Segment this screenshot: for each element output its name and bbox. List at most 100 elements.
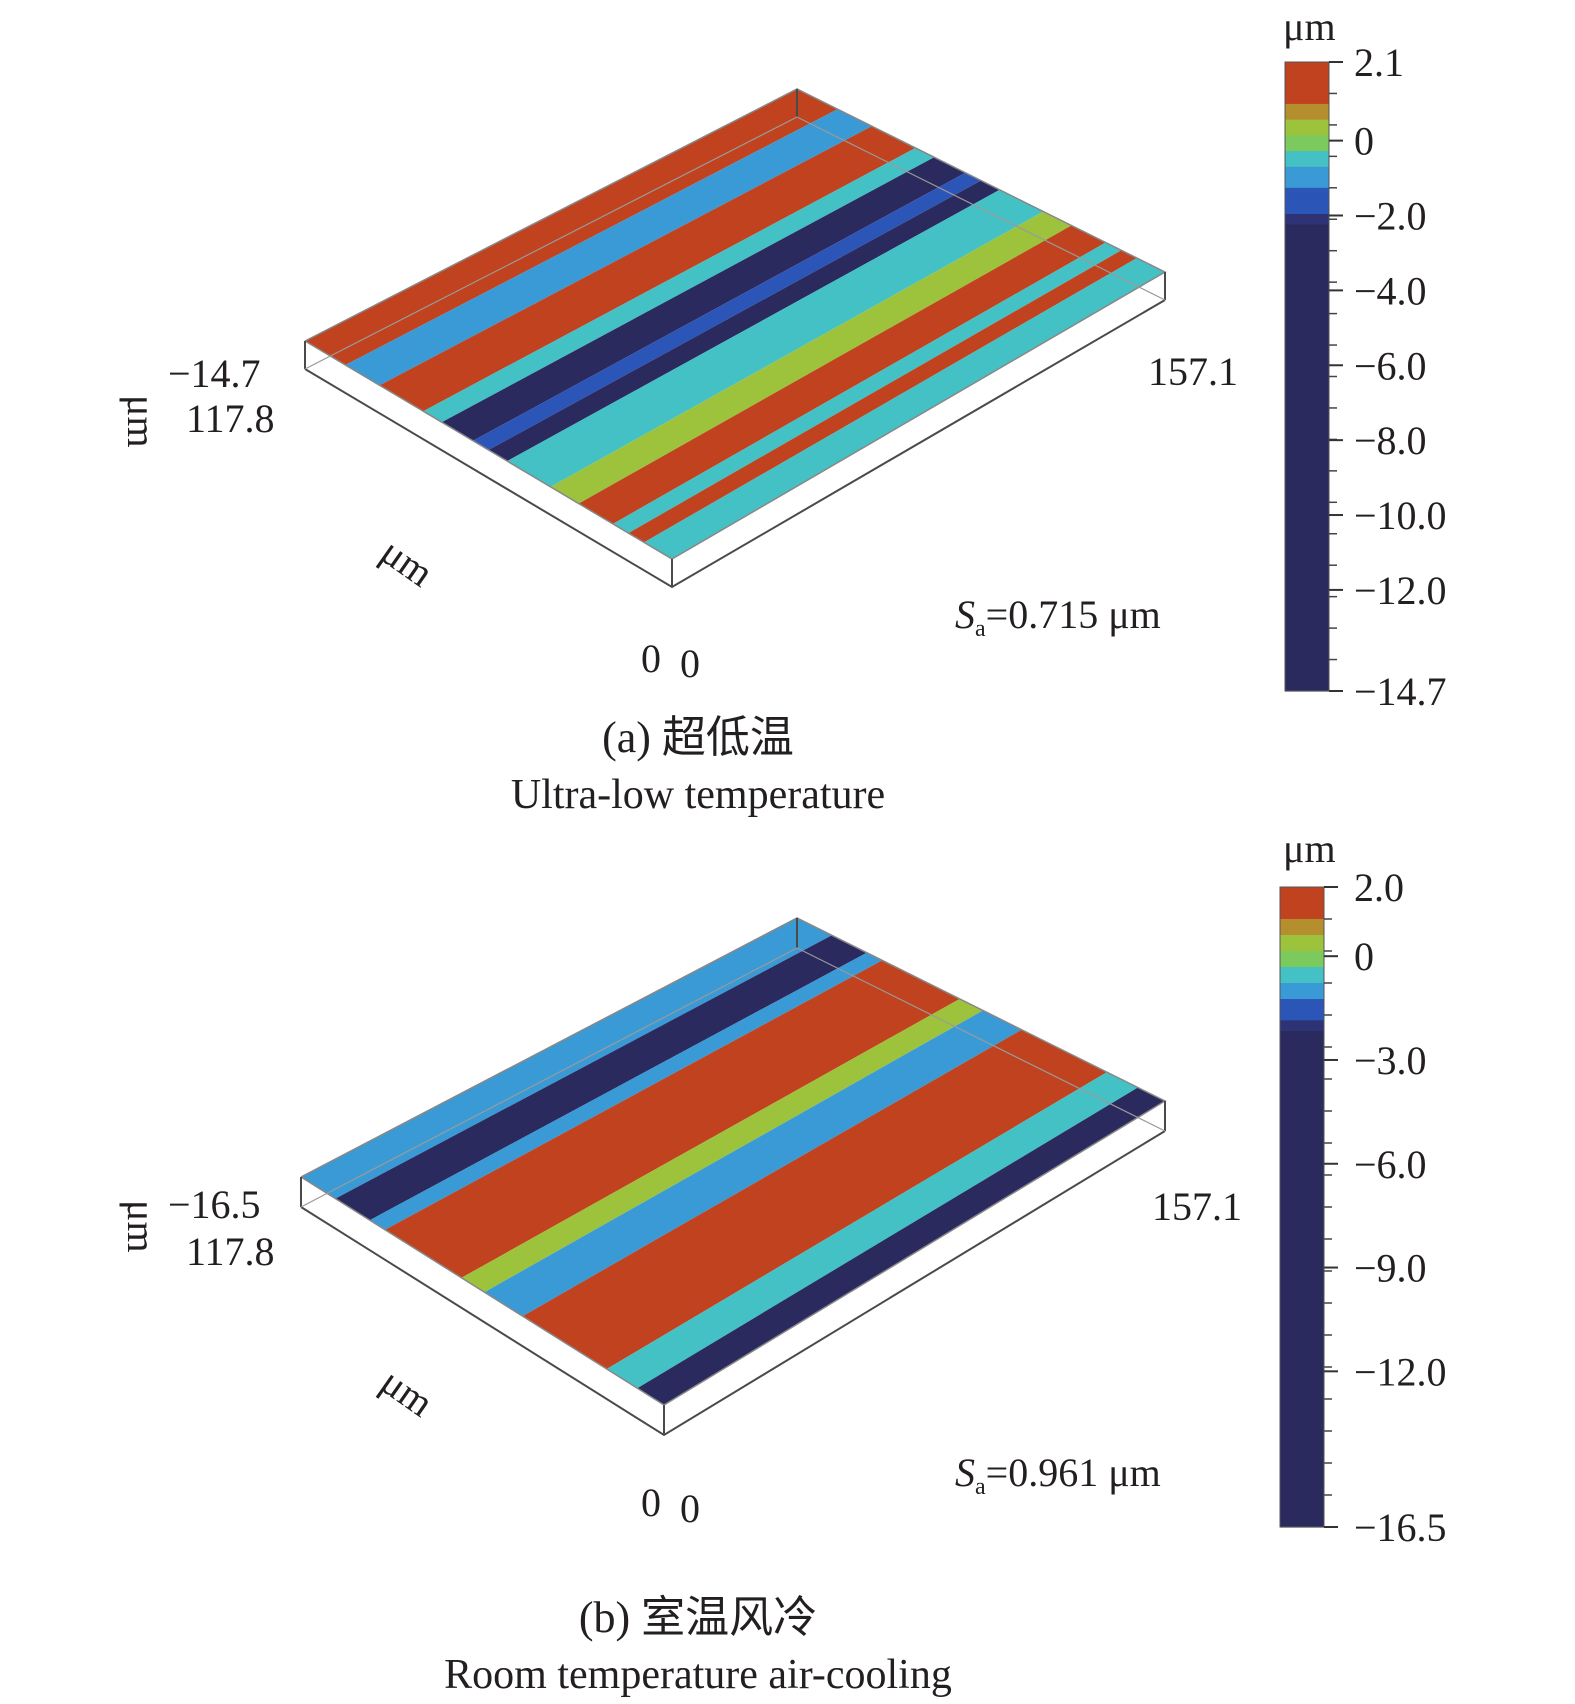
- colorbar-tick-label: −14.7: [1354, 669, 1447, 714]
- colorbar-tick-label: 0: [1354, 934, 1374, 979]
- colorbar-segment: [1285, 287, 1329, 294]
- colorbar-segment: [1280, 1068, 1324, 1075]
- colorbar-segment: [1280, 1313, 1324, 1320]
- colorbar-segment: [1285, 82, 1329, 89]
- colorbar-segment: [1285, 266, 1329, 273]
- colorbar-segment: [1280, 1201, 1324, 1208]
- colorbar-segment: [1280, 1233, 1324, 1240]
- colorbar-segment: [1280, 1105, 1324, 1112]
- colorbar-segment: [1280, 1388, 1324, 1395]
- surface-stripe: [369, 952, 883, 1230]
- colorbar-segment: [1285, 119, 1329, 126]
- colorbar-segment: [1280, 1025, 1324, 1032]
- colorbar-segment: [1285, 491, 1329, 498]
- colorbar-segment: [1280, 1404, 1324, 1411]
- colorbar-segment: [1285, 371, 1329, 378]
- surface-stripe: [606, 1072, 1138, 1389]
- surface-stripe: [507, 189, 1044, 487]
- colorbar-segment: [1280, 951, 1324, 957]
- colorbar-segment: [1280, 1137, 1324, 1144]
- colorbar-segment: [1280, 1441, 1324, 1448]
- colorbar-segment: [1280, 1420, 1324, 1427]
- colorbar-segment: [1280, 1095, 1324, 1101]
- colorbar-segment: [1285, 481, 1329, 488]
- colorbar-segment: [1285, 151, 1329, 157]
- colorbar-segment: [1285, 612, 1329, 619]
- panel-a-caption-en: Ultra-low temperature: [511, 772, 885, 818]
- colorbar-segment: [1280, 1340, 1324, 1347]
- colorbar-segment: [1285, 208, 1329, 215]
- colorbar-segment: [1285, 638, 1329, 645]
- colorbar-segment: [1285, 276, 1329, 283]
- colorbar-segment: [1285, 240, 1329, 247]
- colorbar-segment: [1280, 1132, 1324, 1139]
- colorbar-tick-label: −16.5: [1354, 1505, 1447, 1550]
- colorbar-segment: [1280, 1409, 1324, 1416]
- surface-stripe: [644, 258, 1165, 559]
- colorbar-segment: [1280, 1292, 1324, 1299]
- colorbar-segment: [1280, 1319, 1324, 1325]
- colorbar-segment: [1280, 972, 1324, 979]
- colorbar-segment: [1285, 198, 1329, 205]
- colorbar-segment: [1280, 903, 1324, 909]
- colorbar-segment: [1285, 172, 1329, 178]
- colorbar-segment: [1285, 360, 1329, 367]
- colorbar-segment: [1285, 145, 1329, 152]
- panel-b-z-min-label: −16.5: [168, 1182, 261, 1227]
- colorbar-segment: [1280, 1479, 1324, 1485]
- colorbar-segment: [1285, 103, 1329, 110]
- colorbar-segment: [1280, 1415, 1324, 1421]
- colorbar-tick-label: −4.0: [1354, 268, 1427, 313]
- colorbar-tick-label: 2.0: [1354, 865, 1404, 910]
- colorbar-segment: [1280, 887, 1324, 893]
- panel-a-colorbar-unit: μm: [1283, 4, 1336, 49]
- colorbar-segment: [1285, 329, 1329, 336]
- colorbar-segment: [1285, 376, 1329, 383]
- colorbar-segment: [1285, 659, 1329, 666]
- panel-a-surface-plot: −14.7 117.8 μm μm 157.1 0 0 Sa=0.715 μm …: [119, 4, 1447, 818]
- surface-stripe: [628, 250, 1137, 543]
- colorbar-tick-label: −12.0: [1354, 568, 1447, 613]
- surface-stripe: [345, 109, 872, 386]
- colorbar-segment: [1280, 1073, 1324, 1080]
- colorbar-segment: [1285, 528, 1329, 535]
- colorbar-segment: [1285, 109, 1329, 116]
- colorbar-segment: [1280, 940, 1324, 947]
- surface-stripe: [305, 89, 838, 365]
- colorbar-segment: [1280, 1015, 1324, 1021]
- panel-b-colorbar-unit: μm: [1283, 826, 1336, 871]
- colorbar-segment: [1285, 439, 1329, 446]
- colorbar-segment: [1285, 161, 1329, 168]
- surface-stripe: [301, 918, 832, 1199]
- colorbar-segment: [1280, 988, 1324, 995]
- colorbar-segment: [1280, 1009, 1324, 1016]
- colorbar-segment: [1280, 1212, 1324, 1219]
- colorbar-segment: [1285, 643, 1329, 650]
- colorbar-segment: [1285, 544, 1329, 551]
- colorbar-segment: [1280, 1303, 1324, 1309]
- surface-stripe: [385, 960, 960, 1278]
- colorbar-segment: [1280, 1361, 1324, 1368]
- colorbar-segment: [1285, 156, 1329, 163]
- colorbar-segment: [1280, 1431, 1324, 1437]
- colorbar-tick-label: −9.0: [1354, 1246, 1427, 1291]
- colorbar-segment: [1280, 1185, 1324, 1192]
- colorbar-segment: [1280, 1271, 1324, 1277]
- colorbar-segment: [1280, 993, 1324, 1000]
- surface-stripe: [461, 998, 983, 1293]
- colorbar-segment: [1285, 507, 1329, 514]
- colorbar-segment: [1285, 282, 1329, 288]
- colorbar-segment: [1285, 297, 1329, 304]
- colorbar-segment: [1280, 892, 1324, 899]
- surface-stripe: [484, 1010, 1022, 1317]
- box-back-edge: [304, 116, 1166, 370]
- colorbar-tick-label: −6.0: [1354, 1142, 1427, 1187]
- surface-stripe: [441, 157, 966, 441]
- colorbar-segment: [1285, 617, 1329, 624]
- colorbar-segment: [1280, 1260, 1324, 1267]
- colorbar-segment: [1285, 476, 1329, 482]
- colorbar-segment: [1285, 324, 1329, 330]
- colorbar-segment: [1285, 680, 1329, 687]
- colorbar-segment: [1280, 1217, 1324, 1224]
- surface-stripe: [612, 242, 1122, 534]
